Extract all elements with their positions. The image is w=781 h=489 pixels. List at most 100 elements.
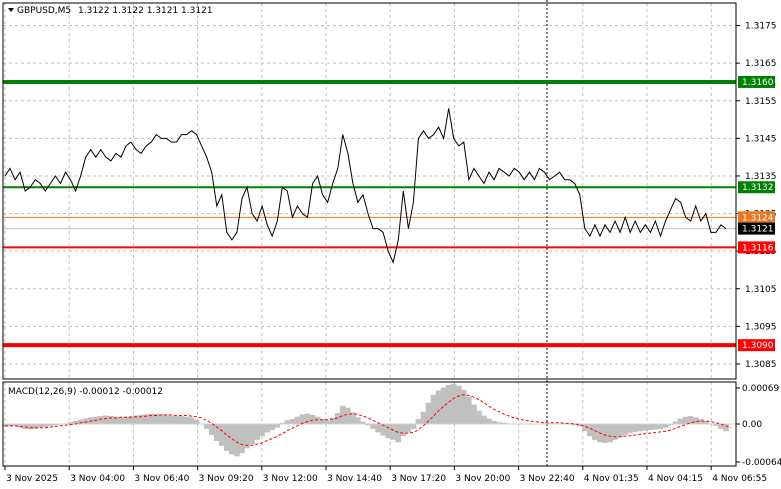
macd-bar — [703, 421, 709, 424]
level-tag-label: 1.3124 — [742, 213, 774, 223]
macd-bar — [7, 424, 13, 427]
macd-bar — [324, 420, 331, 424]
macd-bar — [466, 396, 472, 424]
macd-bar — [718, 424, 724, 429]
macd-bar — [269, 424, 275, 431]
macd-bar — [430, 394, 437, 424]
macd-bar — [294, 416, 301, 424]
macd-bar — [12, 424, 18, 426]
macd-bar — [355, 417, 361, 424]
macd-bar — [582, 424, 588, 432]
macd-bar — [234, 424, 240, 457]
macd-bar — [22, 424, 28, 429]
macd-bar — [375, 424, 381, 433]
macd-title: MACD(12,26,9) -0.00012 -0.00012 — [8, 387, 163, 397]
level-tag — [738, 222, 775, 235]
macd-bar — [607, 424, 613, 443]
chart-header: GBPUSD,M5 1.3122 1.3122 1.3121 1.3121 — [8, 6, 213, 16]
macd-bar — [652, 424, 659, 430]
macd-bar — [168, 415, 175, 424]
macd-bar — [314, 416, 321, 424]
y-tick-label: 1.3145 — [745, 134, 777, 144]
x-tick-label: 3 Nov 06:40 — [134, 474, 189, 484]
macd-bar — [350, 412, 356, 424]
macd-bar — [380, 424, 386, 436]
macd-bar — [692, 417, 699, 424]
macd-bar — [103, 415, 109, 424]
macd-bar — [345, 407, 351, 424]
main-grid — [3, 3, 736, 379]
level-tag-label: 1.3090 — [742, 341, 774, 351]
x-tick-label: 3 Nov 20:00 — [455, 474, 510, 484]
macd-bar — [309, 414, 316, 424]
macd-bar — [148, 413, 154, 424]
macd-bar — [501, 422, 507, 424]
macd-bar — [632, 424, 638, 432]
macd-bar — [143, 414, 149, 424]
levels-group — [3, 79, 736, 348]
macd-bar — [395, 424, 402, 443]
x-tick-label: 3 Nov 04:00 — [70, 474, 125, 484]
macd-bar — [82, 418, 89, 424]
ohlc-values: 1.3122 1.3122 1.3121 1.3121 — [78, 6, 213, 16]
macd-bar — [577, 424, 583, 427]
macd-bar — [183, 416, 190, 424]
level-tag-label: 1.3132 — [742, 183, 774, 193]
macd-bar — [405, 424, 412, 433]
macd-bar — [249, 424, 255, 445]
x-tick-label: 3 Nov 17:20 — [391, 474, 446, 484]
level-tag — [738, 75, 775, 88]
macd-bar — [254, 424, 260, 440]
macd-bar — [77, 419, 84, 424]
main-pane-border — [2, 2, 737, 380]
macd-bar — [113, 416, 119, 424]
macd-bar — [642, 424, 649, 431]
macd-bar — [677, 418, 684, 424]
time-axis: 3 Nov 2025 3 Nov 04:00 3 Nov 06:40 3 Nov 09… — [4, 466, 767, 484]
macd-bar — [128, 416, 134, 424]
macd-bar — [32, 424, 38, 429]
macd-bar — [440, 387, 447, 424]
macd-bar — [496, 422, 502, 424]
macd-bar — [622, 424, 628, 435]
macd-bar — [213, 424, 220, 441]
macd-bar — [435, 390, 442, 424]
macd-bar — [456, 385, 462, 424]
y-tick-label: 1.3095 — [745, 322, 777, 332]
macd-bar — [284, 420, 291, 424]
macd-bar — [289, 419, 296, 424]
x-tick-label: 4 Nov 04:15 — [648, 474, 703, 484]
y-tick-label: 1.3165 — [745, 59, 777, 69]
macd-bar — [637, 424, 644, 432]
y-tick-label: 1.3105 — [745, 285, 777, 295]
symbol-label: GBPUSD,M5 — [17, 6, 71, 16]
macd-axis: 0.00069 0.00 -0.00064 — [736, 384, 781, 468]
level-tag — [738, 211, 775, 224]
macd-bar — [163, 414, 170, 424]
macd-bar — [662, 424, 669, 428]
macd-bar — [108, 416, 114, 424]
y-tick-label: 1.3135 — [745, 172, 777, 182]
dropdown-triangle-icon[interactable] — [8, 8, 14, 12]
level-tag — [738, 241, 775, 254]
x-tick-label: 3 Nov 2025 — [6, 474, 58, 484]
macd-bar — [264, 424, 270, 433]
macd-bar — [153, 413, 159, 424]
macd-bar — [602, 424, 608, 443]
macd-bar — [723, 424, 729, 432]
macd-bar — [682, 416, 689, 424]
macd-y-tick-label: 0.00069 — [742, 384, 779, 394]
level-tags: 1.3160 1.3132 1.3124 1.3121 1.3116 1.3090 — [738, 75, 775, 352]
macd-bar — [219, 424, 225, 446]
macd-bar — [476, 410, 482, 424]
macd-bar — [612, 424, 618, 440]
macd-bar — [592, 424, 598, 440]
macd-bar — [667, 424, 674, 426]
macd-bar — [420, 411, 427, 424]
y-tick-label: 1.3085 — [745, 360, 777, 370]
macd-bar — [491, 421, 497, 424]
macd-bar — [279, 422, 286, 424]
macd-bar — [42, 424, 49, 427]
macd-bar — [360, 421, 366, 424]
macd-bar — [340, 405, 346, 424]
